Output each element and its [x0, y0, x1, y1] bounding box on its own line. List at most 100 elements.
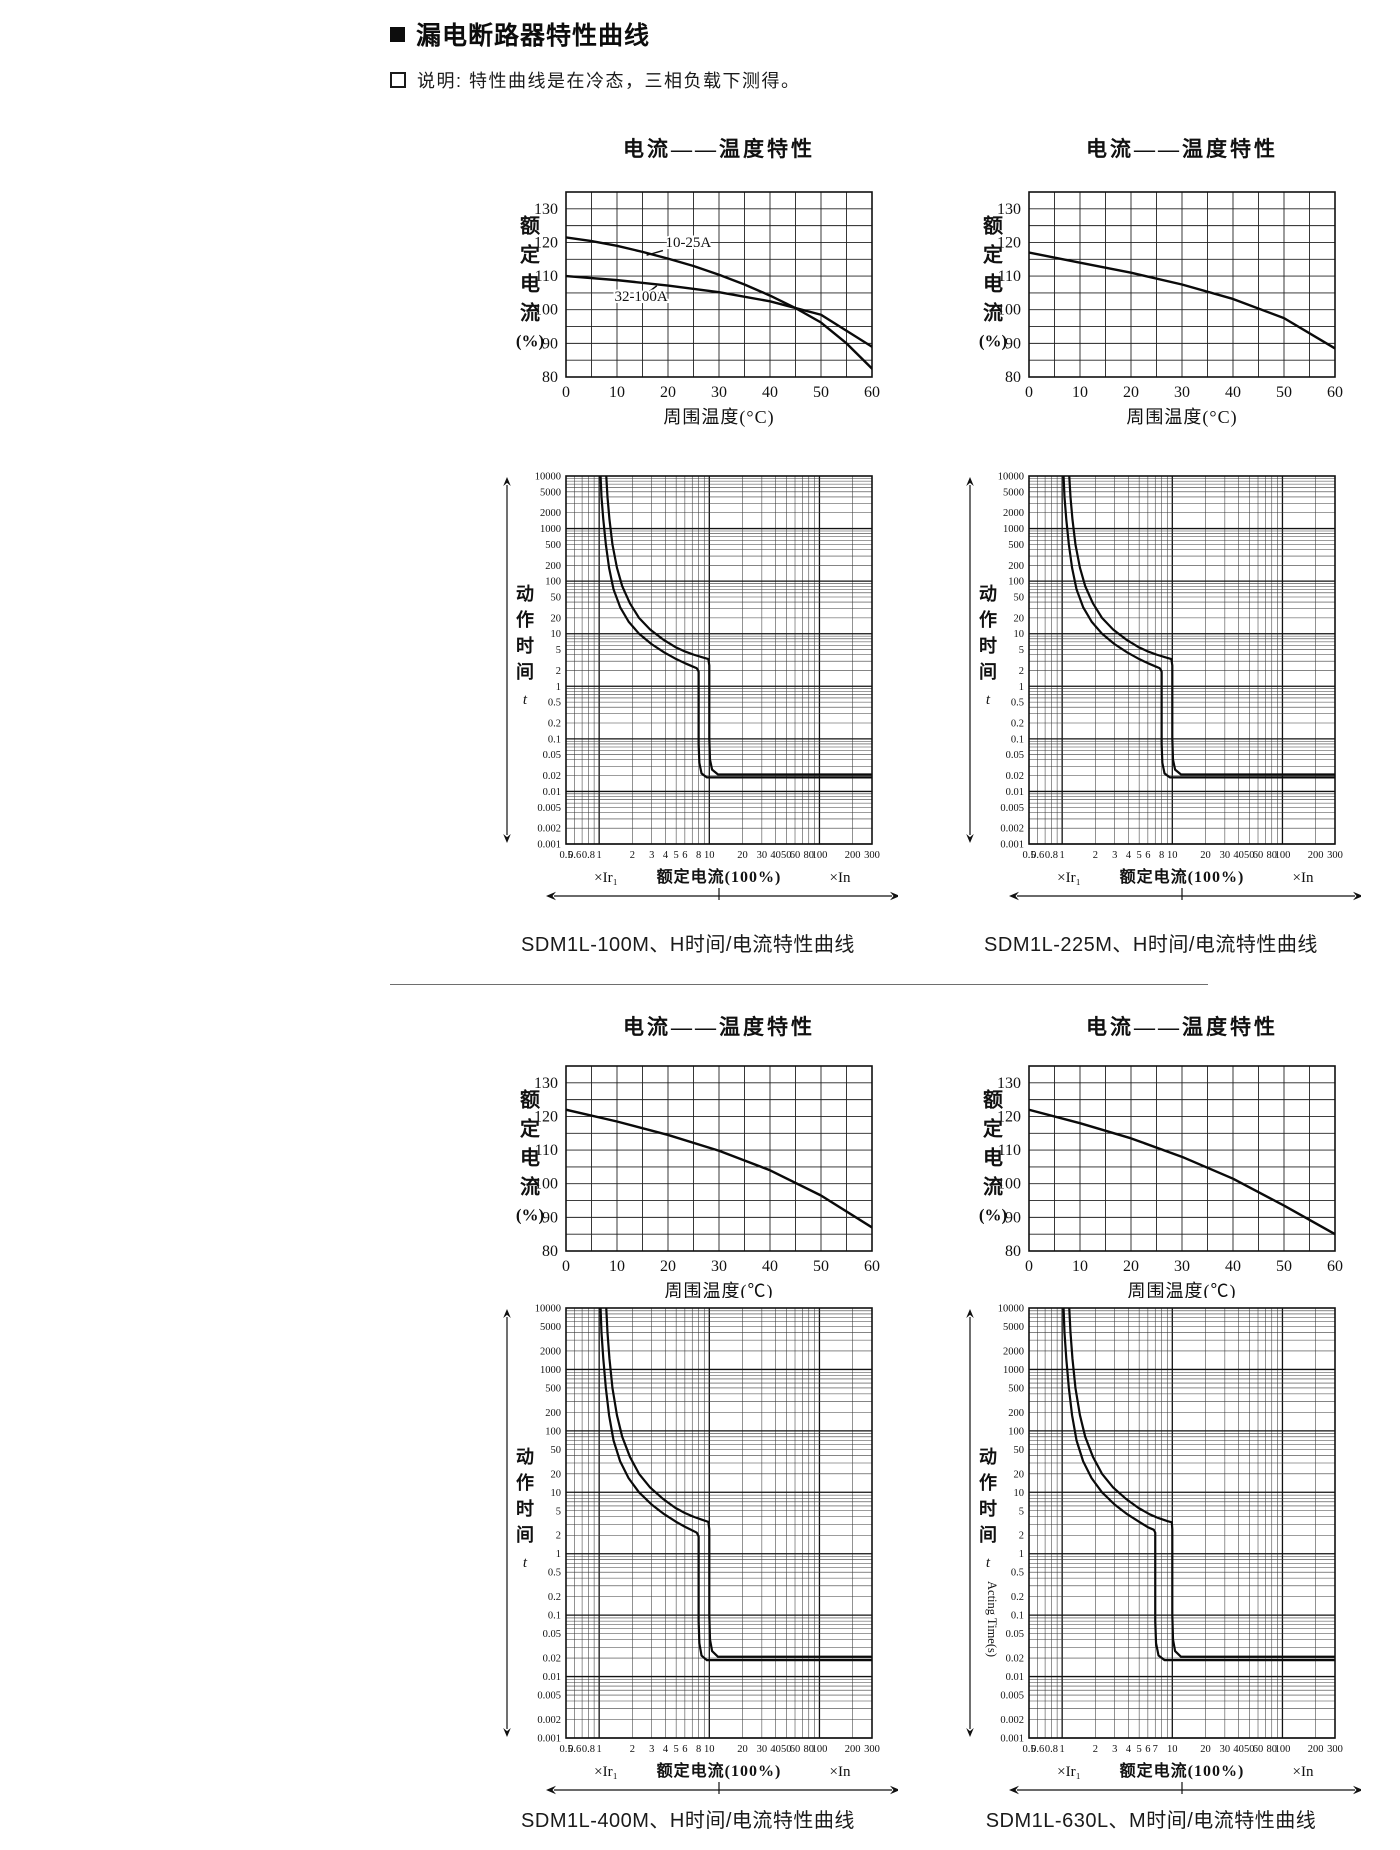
- curve: [605, 476, 872, 776]
- y-axis-label: 额定电流 (%): [979, 215, 1007, 351]
- svg-text:0.01: 0.01: [543, 787, 561, 798]
- svg-text:0.002: 0.002: [1000, 1715, 1024, 1726]
- temp-chart-title: 电流——温度特性: [623, 1015, 815, 1039]
- svg-text:100: 100: [997, 302, 1021, 319]
- svg-text:10: 10: [1014, 629, 1025, 640]
- svg-text:40: 40: [762, 1258, 778, 1275]
- temp-chart-svg: 电流——温度特性 130 120 110 100 90 800 10 20 30 40 50 60 额定电…: [516, 137, 880, 428]
- svg-text:2: 2: [630, 1744, 635, 1755]
- svg-text:100: 100: [1008, 577, 1024, 588]
- svg-text:10: 10: [1072, 1258, 1088, 1275]
- svg-text:作: 作: [979, 609, 997, 630]
- svg-text:10000: 10000: [998, 472, 1024, 483]
- svg-text:200: 200: [545, 561, 561, 572]
- curve: [1029, 1108, 1335, 1236]
- arrowhead-icon: [546, 1785, 556, 1795]
- svg-text:0.002: 0.002: [537, 1715, 561, 1726]
- curve: [1068, 1308, 1335, 1658]
- svg-text:额: 额: [520, 1089, 540, 1112]
- svg-text:90: 90: [1005, 1209, 1021, 1226]
- svg-text:20: 20: [551, 613, 562, 624]
- svg-text:100: 100: [545, 577, 561, 588]
- svg-text:0.5: 0.5: [548, 698, 561, 709]
- svg-text:80: 80: [542, 1243, 558, 1260]
- svg-text:110: 110: [535, 1142, 558, 1159]
- svg-text:电: 电: [520, 1147, 540, 1170]
- svg-text:0.005: 0.005: [537, 1691, 561, 1702]
- svg-text:0.001: 0.001: [1000, 1734, 1024, 1745]
- svg-text:50: 50: [1276, 1258, 1292, 1275]
- svg-text:30: 30: [1220, 850, 1231, 861]
- time-current-chart-svg: 100005000200010005002001005020105210.50.…: [966, 1304, 1361, 1795]
- svg-text:130: 130: [534, 1075, 558, 1092]
- svg-text:60: 60: [1253, 850, 1264, 861]
- svg-text:200: 200: [1008, 561, 1024, 572]
- svg-text:额: 额: [983, 215, 1003, 238]
- svg-text:0.8: 0.8: [582, 1744, 595, 1755]
- svg-text:0.1: 0.1: [548, 734, 561, 745]
- svg-text:50: 50: [551, 592, 562, 603]
- page-note: 说明: 特性曲线是在冷态，三相负载下测得。: [417, 71, 801, 91]
- svg-text:(%): (%): [516, 1206, 544, 1225]
- chart-group-sdm1l-630l: 电流——温度特性 130 120 110 100 90 80 0 10 20 30 40 50 60 额定电…: [941, 1008, 1361, 1833]
- y-axis-ticks: 130 120 110 100 90 80: [534, 201, 558, 386]
- y-axis-ticks: 10000 5000 2000 1000 500 200 100 50 20 10 5 2 1 0.5 0.…: [998, 472, 1024, 851]
- svg-text:(%): (%): [516, 332, 544, 351]
- temp-chart-svg: 电流——温度特性 130 120 110 100 90 800 10 20 30 40 50 60 额定电…: [979, 1015, 1343, 1298]
- curve: [599, 476, 872, 779]
- svg-text:3: 3: [1112, 1744, 1117, 1755]
- svg-text:20: 20: [551, 1469, 562, 1480]
- x-axis-ticks: 0 10 20 30 40 50 60: [1025, 384, 1343, 401]
- y-axis-ticks: 130 120 110 100 90 80: [997, 1075, 1021, 1260]
- grid: [565, 1065, 873, 1252]
- svg-text:0.005: 0.005: [1000, 1691, 1024, 1702]
- svg-text:80: 80: [1005, 369, 1021, 386]
- svg-text:×Ir₁: ×Ir₁: [1057, 1764, 1081, 1780]
- svg-text:20: 20: [1014, 613, 1025, 624]
- svg-text:200: 200: [1008, 1408, 1024, 1419]
- svg-text:0.001: 0.001: [537, 840, 561, 851]
- svg-text:(%): (%): [979, 332, 1007, 351]
- svg-text:0.1: 0.1: [548, 1611, 561, 1622]
- svg-text:6: 6: [1145, 1744, 1150, 1755]
- svg-text:2000: 2000: [540, 508, 561, 519]
- svg-text:0.1: 0.1: [1011, 1611, 1024, 1622]
- page-title-row: 漏电断路器特性曲线: [390, 16, 801, 52]
- grid: [565, 1307, 873, 1739]
- svg-text:500: 500: [1008, 540, 1024, 551]
- svg-text:×In: ×In: [830, 870, 851, 886]
- svg-text:时: 时: [516, 636, 534, 656]
- svg-text:间: 间: [516, 1525, 534, 1545]
- svg-text:0.05: 0.05: [543, 1629, 561, 1640]
- x-axis-arrow-label: ×Ir₁ 额定电流(100%) ×In: [1009, 1761, 1361, 1795]
- arrowhead-icon: [503, 1728, 511, 1737]
- svg-text:20: 20: [660, 1258, 676, 1275]
- svg-text:0.5: 0.5: [1022, 850, 1035, 861]
- svg-text:间: 间: [516, 662, 534, 682]
- svg-text:7: 7: [1153, 1744, 1158, 1755]
- svg-text:0.02: 0.02: [543, 771, 561, 782]
- svg-text:5000: 5000: [1003, 1322, 1024, 1333]
- svg-text:电: 电: [520, 273, 540, 296]
- svg-text:间: 间: [979, 1525, 997, 1545]
- svg-text:100: 100: [534, 1176, 558, 1193]
- svg-text:0.5: 0.5: [548, 1568, 561, 1579]
- svg-text:6: 6: [1145, 850, 1150, 861]
- svg-text:0.2: 0.2: [548, 1592, 561, 1603]
- filled-square-bullet-icon: [390, 26, 405, 42]
- arrowhead-icon: [890, 891, 898, 901]
- svg-text:20: 20: [737, 850, 748, 861]
- svg-text:额: 额: [983, 1089, 1003, 1112]
- svg-text:120: 120: [997, 1108, 1021, 1125]
- svg-text:0.05: 0.05: [543, 750, 561, 761]
- time-current-chart-svg: 100005000200010005002001005020105210.50.…: [966, 472, 1361, 901]
- svg-text:10: 10: [609, 1258, 625, 1275]
- x-axis-label: 周围温度(°C): [1126, 407, 1237, 428]
- svg-text:10: 10: [609, 384, 625, 401]
- svg-text:10000: 10000: [535, 472, 561, 483]
- svg-text:100: 100: [545, 1426, 561, 1437]
- svg-text:200: 200: [845, 1744, 861, 1755]
- x-axis-label: 周围温度(℃): [665, 1281, 774, 1298]
- svg-text:100: 100: [1275, 1744, 1291, 1755]
